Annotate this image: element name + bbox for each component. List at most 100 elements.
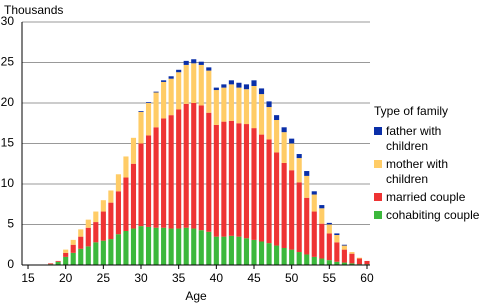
x-tick-label: 45 bbox=[247, 271, 261, 285]
bar-segment bbox=[334, 261, 340, 265]
legend-label: father with children bbox=[386, 124, 442, 153]
bar-segment bbox=[161, 80, 167, 82]
bar-segment bbox=[176, 72, 182, 110]
bar-segment bbox=[258, 241, 265, 265]
bar-segment bbox=[198, 61, 204, 65]
bar-segment bbox=[161, 227, 167, 265]
bar-segment bbox=[168, 228, 174, 265]
bar-segment bbox=[349, 253, 355, 264]
bar-segment bbox=[243, 89, 250, 125]
y-tick-label: 5 bbox=[7, 217, 14, 231]
x-axis-title: Age bbox=[185, 289, 207, 303]
bar-segment bbox=[341, 249, 347, 263]
bar-segment bbox=[100, 200, 106, 212]
bar-segment bbox=[251, 128, 257, 240]
bar-segment bbox=[108, 239, 114, 265]
legend-label: mother with children bbox=[386, 157, 449, 186]
bar-segment bbox=[228, 80, 234, 85]
bar-segment bbox=[289, 249, 295, 265]
bar-segment bbox=[183, 103, 189, 228]
bar-segment bbox=[221, 84, 227, 88]
bar-segment bbox=[236, 87, 242, 124]
legend-swatch bbox=[374, 211, 382, 219]
bar-segment bbox=[236, 236, 242, 265]
bar-segment bbox=[153, 127, 159, 228]
bar-segment bbox=[191, 228, 197, 265]
bar-segment bbox=[115, 191, 121, 235]
bar-segment bbox=[78, 248, 84, 265]
bar-segment bbox=[274, 120, 280, 153]
bar-segment bbox=[326, 260, 332, 265]
x-tick-label: 30 bbox=[134, 271, 148, 285]
bar-segment bbox=[319, 208, 325, 224]
bar-segment bbox=[176, 228, 182, 265]
bar-segment bbox=[274, 115, 280, 121]
bar-segment bbox=[213, 236, 219, 265]
bar-segment bbox=[364, 260, 370, 265]
bar-segment bbox=[349, 263, 355, 265]
bar-segment bbox=[281, 162, 287, 248]
bar-segment bbox=[93, 242, 99, 265]
bar-segment bbox=[326, 233, 332, 261]
bar-segment bbox=[183, 60, 189, 65]
bar-segment bbox=[138, 111, 144, 144]
bar-segment bbox=[258, 134, 265, 242]
bar-segment bbox=[334, 235, 340, 243]
bar-segment bbox=[281, 132, 287, 163]
bar-segment bbox=[221, 236, 227, 265]
bar-segment bbox=[138, 111, 144, 112]
bar-segment bbox=[266, 101, 272, 108]
bar-segment bbox=[78, 229, 84, 237]
bar-segment bbox=[221, 121, 227, 237]
bar-segment bbox=[100, 211, 106, 241]
legend-swatch bbox=[374, 127, 382, 135]
bar-segment bbox=[168, 78, 174, 116]
x-tick-label: 60 bbox=[360, 271, 374, 285]
y-tick-label: 30 bbox=[1, 14, 15, 28]
bars bbox=[48, 59, 370, 265]
bar-segment bbox=[108, 202, 114, 240]
bar-segment bbox=[236, 82, 242, 88]
bar-segment bbox=[70, 239, 76, 245]
bar-segment bbox=[296, 154, 302, 159]
bar-segment bbox=[326, 222, 332, 225]
bar-segment bbox=[191, 103, 197, 229]
bar-segment bbox=[228, 120, 234, 236]
bar-segment bbox=[296, 182, 302, 253]
y-tick-label: 25 bbox=[1, 55, 15, 69]
bar-segment bbox=[228, 235, 234, 265]
bar-segment bbox=[243, 124, 250, 239]
bar-segment bbox=[349, 252, 355, 254]
bar-segment bbox=[289, 138, 295, 144]
legend-swatch bbox=[374, 193, 382, 201]
bar-segment bbox=[138, 226, 144, 265]
bar-segment bbox=[258, 94, 265, 135]
bar-segment bbox=[213, 124, 219, 237]
bar-segment bbox=[274, 245, 280, 265]
bar-segment bbox=[78, 236, 84, 249]
bar-segment bbox=[198, 64, 204, 106]
bar-segment bbox=[221, 87, 227, 122]
legend-item: father with children bbox=[374, 124, 484, 154]
legend-label: married couple bbox=[386, 190, 466, 204]
bar-segment bbox=[311, 191, 317, 195]
bar-segment bbox=[70, 244, 76, 253]
bar-segment bbox=[341, 245, 347, 250]
bar-segment bbox=[341, 262, 347, 265]
bar-segment bbox=[251, 80, 257, 86]
bar-segment bbox=[145, 103, 152, 136]
bar-segment bbox=[266, 107, 272, 140]
bar-segment bbox=[198, 230, 204, 265]
x-tick-label: 35 bbox=[172, 271, 186, 285]
bar-segment bbox=[123, 156, 129, 178]
bar-segment bbox=[251, 239, 257, 265]
bar-segment bbox=[93, 222, 99, 243]
y-tick-label: 15 bbox=[1, 136, 15, 150]
bar-segment bbox=[100, 240, 106, 265]
bar-segment bbox=[115, 234, 121, 265]
bar-segment bbox=[213, 90, 219, 125]
bar-segment bbox=[213, 87, 219, 91]
bar-segment bbox=[55, 260, 61, 262]
bar-segment bbox=[48, 263, 54, 265]
